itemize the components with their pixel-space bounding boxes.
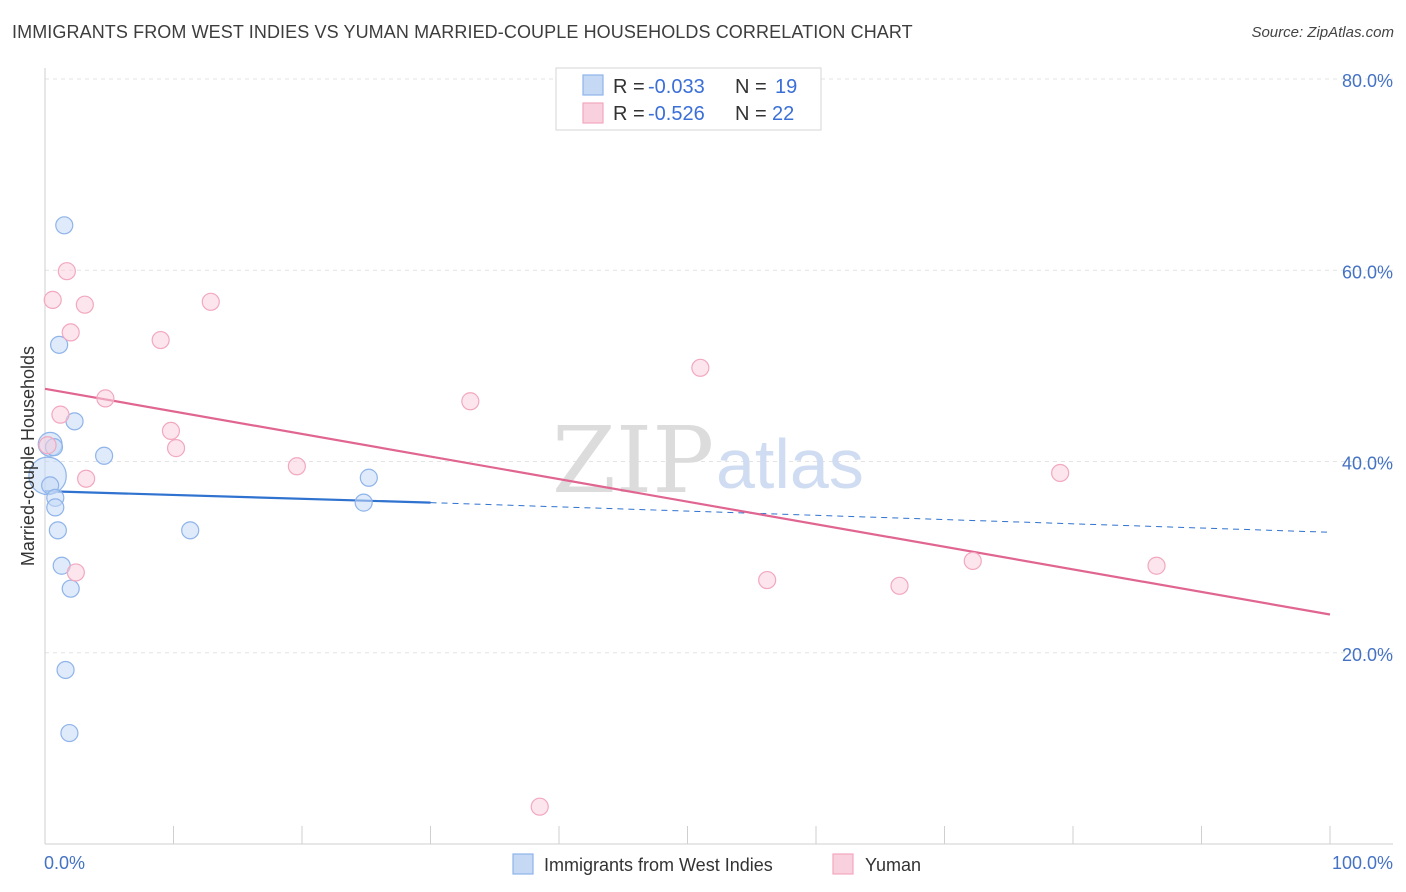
data-point-yuman (890, 576, 909, 595)
data-point-yuman (96, 389, 115, 408)
data-point-west-indies (354, 493, 373, 512)
stats-legend-n-value: 22 (772, 103, 794, 125)
source-label: Source: ZipAtlas.com (1251, 24, 1394, 41)
data-point-yuman (66, 563, 85, 582)
data-point-west-indies (60, 723, 79, 743)
data-point-yuman (61, 323, 80, 342)
watermark-zip: ZIP (552, 407, 714, 514)
data-point-west-indies (48, 521, 67, 540)
stats-legend-r-value: -0.526 (648, 103, 705, 125)
data-point-west-indies (95, 446, 114, 465)
watermark-atlas: atlas (716, 425, 864, 503)
data-point-west-indies (181, 521, 200, 540)
data-points (28, 216, 1166, 816)
axes (44, 68, 1393, 845)
data-point-yuman (161, 421, 181, 440)
y-tick-label: 20.0% (1342, 645, 1393, 665)
series-legend-label-yuman: Yuman (865, 855, 921, 875)
data-point-yuman (530, 797, 549, 816)
stats-legend-r-label: R = (613, 103, 645, 125)
x-tick-label-max: 100.0% (1332, 853, 1393, 873)
data-point-west-indies (46, 498, 65, 517)
data-point-yuman (38, 436, 57, 455)
series-legend: Immigrants from West Indies Yuman (512, 853, 921, 875)
series-legend-label-west-indies: Immigrants from West Indies (544, 855, 773, 875)
data-point-yuman (151, 330, 170, 350)
stats-legend-r-value: -0.033 (648, 76, 705, 98)
data-point-yuman (1147, 556, 1166, 575)
stats-legend-r-label: R = (613, 76, 645, 98)
stats-legend-swatch-west-indies (582, 74, 604, 96)
stats-legend-n-label: N = (735, 76, 767, 98)
y-tick-label: 40.0% (1342, 454, 1393, 474)
data-point-yuman (201, 292, 220, 311)
y-tick-labels: 20.0% 40.0% 60.0% 80.0% (1342, 71, 1393, 665)
data-point-yuman (166, 439, 186, 458)
grid-lines (45, 78, 1393, 654)
x-tick-label-min: 0.0% (44, 853, 85, 873)
y-tick-label: 60.0% (1342, 262, 1393, 282)
trend-line-yuman (44, 387, 1331, 616)
trend-line-west-indies (44, 490, 431, 504)
data-point-yuman (75, 295, 94, 314)
data-point-yuman (691, 358, 710, 377)
stats-legend: R = -0.033 N = 19 R = -0.526 N = 22 (555, 67, 822, 131)
data-point-yuman (963, 551, 982, 571)
data-point-yuman (43, 290, 62, 309)
data-point-west-indies (55, 216, 74, 235)
stats-legend-n-label: N = (735, 103, 767, 125)
data-point-west-indies (50, 335, 69, 354)
data-point-yuman (77, 469, 96, 488)
data-point-yuman (57, 262, 76, 281)
data-point-west-indies (359, 468, 378, 487)
y-tick-label: 80.0% (1342, 71, 1393, 91)
data-point-west-indies (56, 660, 75, 680)
data-point-yuman (461, 392, 480, 411)
series-legend-swatch-yuman (832, 853, 854, 875)
data-point-yuman (758, 570, 777, 590)
y-axis-title: Married-couple Households (18, 346, 38, 566)
chart-title: IMMIGRANTS FROM WEST INDIES VS YUMAN MAR… (12, 22, 913, 42)
data-point-yuman (1051, 463, 1070, 483)
data-point-yuman (51, 405, 70, 424)
trend-line-extension-west-indies (430, 502, 1331, 533)
series-legend-swatch-west-indies (512, 853, 534, 875)
stats-legend-n-value: 19 (775, 76, 797, 98)
stats-legend-swatch-yuman (582, 102, 604, 124)
data-point-west-indies (61, 579, 80, 598)
data-point-yuman (287, 457, 306, 476)
